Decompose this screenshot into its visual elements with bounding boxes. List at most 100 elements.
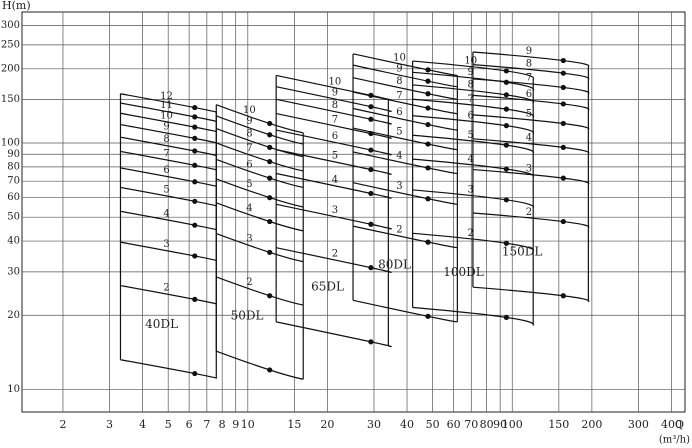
y-tick-label: 50 [7,212,20,223]
x-tick-label: 10 [241,418,255,431]
rated-point [267,132,273,138]
stage-label: 7 [163,149,169,160]
stage-label: 9 [332,88,338,99]
x-tick-label: 200 [581,418,602,431]
stage-label: 2 [246,277,252,288]
rated-point [192,104,198,111]
head-curve [352,64,458,88]
rated-point [267,293,273,299]
rated-point [503,240,509,246]
stage-label: 4 [526,133,532,144]
model-label: 65DL [311,279,344,293]
x-tick-label: 150 [548,418,569,431]
stage-label: 6 [396,107,402,118]
stage-label: 11 [160,100,173,111]
rated-point [267,249,273,255]
stage-label: 4 [396,150,402,161]
rated-point [560,84,566,91]
stage-label: 4 [163,208,169,219]
x-tick-label: 60 [447,418,461,431]
model-label: 100DL [443,265,484,279]
rated-point [368,116,374,122]
stage-label: 10 [393,52,406,63]
y-tick-label: 300 [1,20,20,31]
rated-point [192,162,198,168]
rated-point [560,293,566,299]
rated-point [560,218,566,225]
stage-label: 4 [468,154,474,165]
rated-point [503,166,509,172]
rated-point [192,135,198,141]
rated-point [503,142,509,148]
stage-label: 5 [246,179,252,190]
head-curve [216,104,304,134]
rated-point [192,179,198,185]
x-axis-label: Q [675,418,684,431]
model-label: 50DL [231,309,264,323]
stage-label: 6 [246,160,252,171]
stage-label: 5 [396,126,402,137]
head-curve [216,233,304,263]
x-tick-label: 4 [139,418,146,431]
y-tick-label: 150 [1,94,20,105]
stage-label: 12 [160,91,173,102]
stage-label: 2 [163,283,169,294]
stage-label: 2 [332,249,338,260]
head-curve [216,178,304,208]
rated-point [425,313,431,319]
stage-label: 7 [246,143,252,154]
y-tick-label: 250 [1,39,20,50]
stage-label: 8 [163,134,169,145]
x-tick-label: 30 [367,418,381,431]
x-axis-unit: (m³/h) [659,435,690,446]
rated-point [425,105,431,111]
stage-label: 6 [468,110,474,121]
y-tick-label: 100 [1,137,20,148]
stage-label: 3 [332,205,338,216]
stage-label: 2 [468,228,474,239]
x-tick-label: 20 [320,418,334,431]
x-tick-label: 7 [203,418,210,431]
rated-point [368,166,374,173]
y-tick-label: 90 [7,149,20,160]
rated-point [192,114,198,120]
stage-label: 4 [246,203,252,214]
head-curve [216,276,304,306]
stage-label: 9 [163,122,169,133]
rated-point [192,370,198,377]
rated-point [267,144,273,150]
y-tick-label: 80 [7,161,20,172]
stage-label: 3 [396,181,402,192]
stage-label: 9 [526,46,532,57]
rated-point [368,190,374,197]
rated-point [503,314,509,321]
stage-label: 3 [163,239,169,250]
stage-label: 8 [526,58,532,69]
stage-label: 9 [246,116,252,127]
x-tick-label: 2 [59,418,66,431]
y-axis-label: H(m) [2,0,31,12]
x-tick-label: 40 [400,418,414,431]
x-tick-label: 300 [628,418,649,431]
stage-label: 10 [160,110,173,121]
rated-point [560,144,566,150]
y-tick-label: 70 [7,176,20,187]
rated-point [503,68,509,74]
x-tick-label: 70 [464,418,478,431]
stage-label: 5 [332,150,338,161]
model-label: 40DL [145,317,178,331]
x-tick-label: 80 [480,418,494,431]
head-curve [472,286,590,303]
x-tick-label: 6 [186,418,193,431]
x-tick-label: 9 [232,418,239,431]
stage-label: 8 [468,80,474,91]
rated-point [560,101,566,107]
rated-point [267,195,273,201]
y-tick-label: 10 [7,384,20,395]
x-tick-label: 3 [106,418,113,431]
stage-label: 6 [163,165,169,176]
rated-point [192,253,198,259]
rated-point [267,218,273,225]
plot-frame [21,11,686,413]
